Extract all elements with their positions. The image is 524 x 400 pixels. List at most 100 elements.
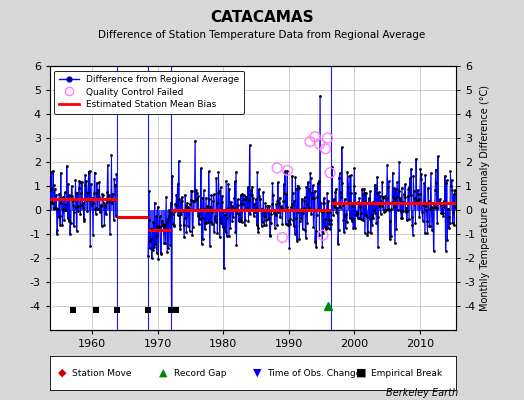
Point (365, 195, 373, 201)
Point (308, 189, 316, 196)
Point (239, 201, 247, 208)
Point (288, 173, 296, 180)
Point (259, 189, 267, 196)
Point (320, 200, 329, 207)
Point (391, 186, 400, 192)
Point (73, 203, 82, 209)
Point (311, 238, 319, 245)
Point (309, 224, 318, 230)
Point (266, 232, 275, 238)
Point (364, 199, 373, 205)
Point (283, 167, 292, 174)
Point (235, 216, 244, 222)
Point (187, 197, 195, 203)
Point (75, 179, 84, 186)
Point (76, 211, 84, 218)
Point (82, 178, 91, 184)
Point (388, 170, 397, 176)
Point (356, 200, 364, 207)
Point (78, 205, 86, 211)
Point (307, 211, 315, 218)
Point (405, 216, 413, 222)
Point (276, 214, 285, 220)
Point (410, 188, 418, 194)
Point (62, 163, 71, 169)
Point (415, 214, 423, 220)
Point (48, 200, 56, 207)
Point (319, 208, 327, 215)
Point (212, 218, 220, 225)
Point (373, 174, 381, 180)
Point (440, 198, 448, 204)
Point (305, 206, 314, 212)
Point (226, 207, 234, 213)
Point (200, 206, 209, 212)
Point (287, 201, 296, 207)
Point (296, 207, 304, 213)
Point (296, 218, 304, 224)
Point (64, 181, 72, 188)
Point (376, 210, 385, 217)
Point (302, 234, 310, 241)
Point (344, 184, 352, 190)
Point (420, 198, 428, 205)
Point (86, 243, 94, 250)
Point (144, 252, 152, 259)
Point (352, 208, 361, 215)
Point (364, 229, 372, 235)
Point (156, 250, 165, 256)
Point (199, 215, 208, 222)
Point (402, 217, 411, 224)
Point (386, 218, 395, 224)
Point (63, 215, 72, 222)
Point (357, 210, 366, 216)
Point (232, 242, 241, 248)
Point (373, 190, 381, 196)
Point (369, 215, 378, 222)
Point (217, 199, 226, 205)
Point (383, 194, 391, 201)
Point (204, 218, 212, 225)
Point (311, 228, 320, 234)
Point (374, 244, 382, 250)
Point (101, 204, 109, 210)
Point (321, 146, 330, 152)
Point (315, 232, 324, 238)
Point (90, 190, 98, 196)
Point (194, 221, 203, 227)
Point (239, 192, 248, 198)
Point (51, 204, 60, 211)
Point (111, 182, 119, 188)
Point (408, 214, 416, 220)
Point (151, 233, 160, 239)
Point (285, 245, 293, 252)
Point (294, 209, 302, 215)
Point (268, 180, 277, 187)
Point (272, 201, 280, 207)
Point (210, 228, 219, 235)
Point (80, 216, 88, 222)
Point (384, 206, 392, 212)
Point (270, 207, 278, 214)
Point (263, 202, 271, 209)
Point (245, 197, 253, 203)
Point (281, 221, 290, 227)
Point (450, 191, 458, 197)
Point (69, 202, 78, 208)
Point (298, 196, 306, 202)
Point (224, 181, 233, 187)
Point (297, 206, 305, 212)
Point (295, 236, 303, 242)
Point (63, 196, 71, 203)
Point (163, 215, 172, 222)
Point (420, 180, 429, 186)
Point (175, 196, 183, 202)
Point (431, 187, 439, 194)
Point (67, 192, 75, 199)
Point (290, 223, 298, 229)
Point (442, 180, 450, 186)
Point (444, 206, 452, 213)
Point (166, 210, 174, 216)
Point (89, 232, 97, 238)
Point (75, 178, 83, 184)
